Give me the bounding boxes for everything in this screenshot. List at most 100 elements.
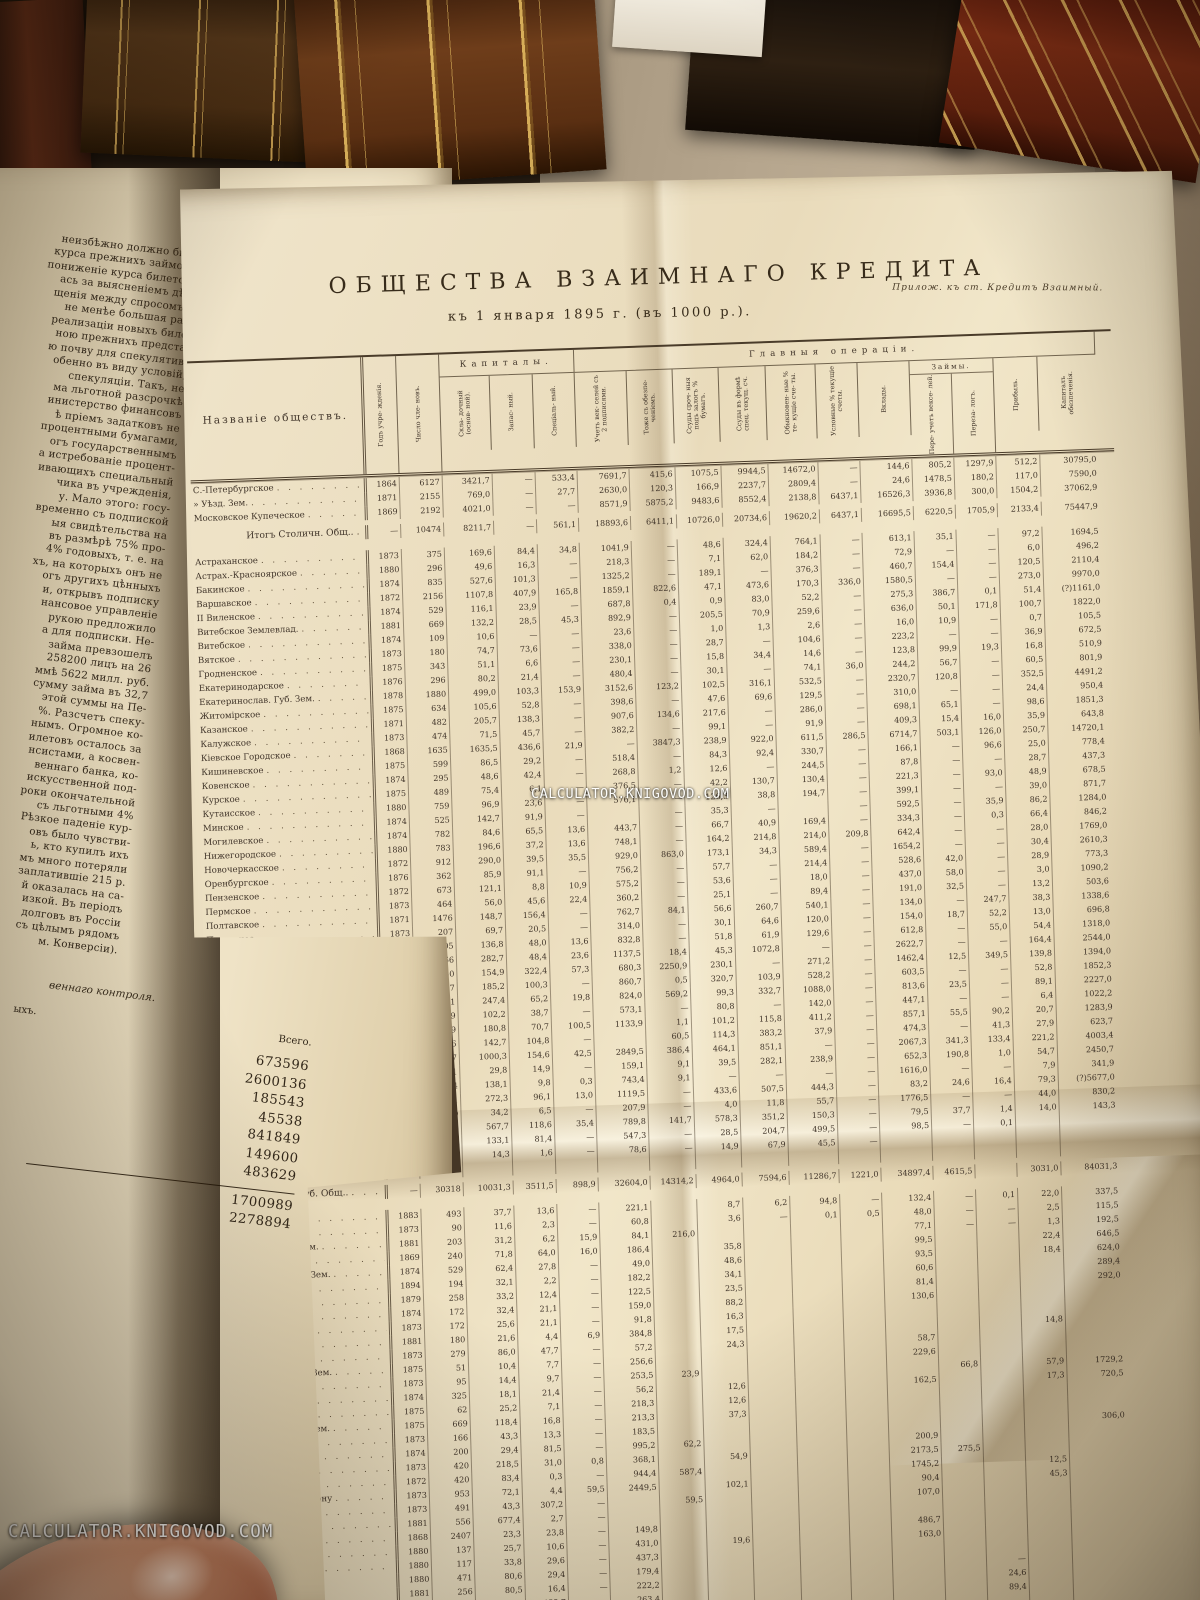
value-cell: — bbox=[568, 1552, 610, 1567]
value-cell: 13,3 bbox=[521, 1428, 564, 1443]
value-cell: 34,8 bbox=[538, 543, 580, 558]
value-cell: — bbox=[552, 1032, 594, 1047]
value-cell: 38,7 bbox=[508, 1006, 551, 1021]
value-cell: — bbox=[563, 1398, 605, 1413]
col-header-year: Годъ учре- жденія. bbox=[363, 356, 399, 474]
value-cell: 22,0 bbox=[1018, 1186, 1062, 1202]
value-cell bbox=[978, 1258, 1020, 1273]
value-cell bbox=[598, 1157, 650, 1173]
value-cell bbox=[938, 1315, 980, 1330]
value-cell bbox=[845, 1346, 887, 1361]
value-cell: — bbox=[548, 907, 590, 922]
value-cell: 23,8 bbox=[524, 1526, 567, 1541]
value-cell: 93,0 bbox=[963, 766, 1005, 781]
value-cell: 474 bbox=[407, 729, 450, 744]
value-cell: — bbox=[553, 1060, 595, 1075]
value-cell: 782 bbox=[410, 827, 453, 842]
value-cell: — bbox=[833, 939, 875, 954]
value-cell bbox=[940, 1399, 982, 1414]
value-cell bbox=[944, 1525, 986, 1540]
value-cell: 180 bbox=[405, 645, 448, 660]
value-cell bbox=[848, 1444, 890, 1459]
value-cell: 29,6 bbox=[525, 1554, 568, 1569]
value-cell: — bbox=[832, 925, 874, 940]
col-header-special-current: Ссуды въ формѣ спец. текущ. сч. bbox=[719, 366, 768, 442]
value-cell: 1635 bbox=[408, 743, 451, 758]
value-cell: 1874 bbox=[371, 633, 404, 648]
value-cell: 503,1 bbox=[920, 725, 962, 740]
value-cell bbox=[841, 1234, 883, 1249]
foldout-table-page: Прилож. къ ст. Кредитъ Взаимный. ОБЩЕСТВ… bbox=[166, 154, 1200, 1600]
value-cell: 407,9 bbox=[496, 586, 539, 601]
value-cell: 9,7 bbox=[519, 1372, 562, 1387]
value-cell: 15,4 bbox=[920, 711, 962, 726]
value-cell: 118,6 bbox=[512, 1118, 555, 1133]
value-cell: 386,7 bbox=[916, 585, 958, 600]
value-cell: — bbox=[823, 603, 865, 618]
value-cell: 247,7 bbox=[967, 892, 1009, 907]
value-cell: 1871 bbox=[367, 491, 400, 506]
value-cell: 341,3 bbox=[929, 1033, 971, 1048]
value-cell: 28,5 bbox=[497, 614, 540, 629]
value-cell: — bbox=[928, 991, 970, 1006]
value-cell bbox=[941, 1413, 983, 1428]
value-cell: 19620,2 bbox=[770, 509, 820, 525]
value-cell bbox=[983, 1426, 1025, 1441]
value-cell: 203 bbox=[422, 1235, 465, 1250]
value-cell: — bbox=[987, 1552, 1029, 1567]
value-cell: — bbox=[538, 571, 580, 586]
value-cell: 101,3 bbox=[496, 572, 539, 587]
value-cell bbox=[848, 1458, 890, 1473]
value-cell: — bbox=[563, 1384, 605, 1399]
value-cell bbox=[986, 1524, 1028, 1539]
value-cell: 1872 bbox=[378, 857, 411, 872]
value-cell bbox=[850, 1528, 892, 1543]
value-cell bbox=[663, 1591, 709, 1600]
value-cell: 18,7 bbox=[926, 907, 968, 922]
value-cell: 200 bbox=[428, 1445, 471, 1460]
value-cell: — bbox=[560, 1286, 602, 1301]
value-cell: 529 bbox=[403, 603, 446, 618]
value-cell: 1,3 bbox=[1019, 1214, 1063, 1230]
value-cell bbox=[1022, 1326, 1066, 1342]
value-cell: 1504,2 bbox=[997, 483, 1041, 499]
value-cell: — bbox=[547, 865, 589, 880]
value-cell: 455,7 bbox=[526, 1596, 569, 1600]
value-cell: 533,4 bbox=[536, 471, 578, 486]
value-cell: 529 bbox=[423, 1263, 466, 1278]
value-cell: 75447,9 bbox=[1064, 501, 1098, 512]
value-cell: 1,6 bbox=[513, 1146, 556, 1161]
value-cell: — bbox=[565, 1468, 607, 1483]
value-cell: — bbox=[822, 589, 864, 604]
value-cell: — bbox=[541, 669, 583, 684]
value-cell: 54,7 bbox=[1014, 1044, 1058, 1060]
col-header-ordinary-current: Обыкновен- ные % те- кущіе сче- ты. bbox=[765, 364, 817, 440]
value-cell bbox=[894, 1597, 946, 1600]
value-cell: 362 bbox=[411, 869, 454, 884]
value-cell: 55,5 bbox=[929, 1005, 971, 1020]
value-cell: 669 bbox=[404, 617, 447, 632]
value-cell: — bbox=[542, 697, 584, 712]
value-cell: 52,8 bbox=[1011, 960, 1055, 976]
value-cell: — bbox=[566, 1510, 608, 1525]
value-cell bbox=[709, 1589, 755, 1600]
value-cell: 6127 bbox=[400, 475, 443, 490]
value-cell: 1872 bbox=[379, 885, 412, 900]
value-cell bbox=[975, 1163, 1017, 1178]
value-cell: — bbox=[968, 934, 1010, 949]
value-cell: 0,7 bbox=[1001, 610, 1045, 626]
value-cell: — bbox=[567, 1538, 609, 1553]
value-cell: 1880 bbox=[377, 843, 410, 858]
value-cell bbox=[1021, 1284, 1065, 1300]
value-cell: 31,0 bbox=[522, 1456, 565, 1471]
value-cell: — bbox=[833, 953, 875, 968]
value-cell: 1297,9 bbox=[954, 456, 996, 471]
value-cell: 2156 bbox=[403, 589, 446, 604]
value-cell: 62 bbox=[427, 1403, 470, 1418]
value-cell: — bbox=[821, 533, 863, 548]
value-cell bbox=[978, 1244, 1020, 1259]
page-subtitle: къ 1 января 1895 г. (въ 1000 р.). bbox=[447, 304, 752, 325]
value-cell: 420 bbox=[429, 1459, 472, 1474]
value-cell: 2138,8 bbox=[769, 490, 819, 506]
value-cell: — bbox=[551, 1004, 593, 1019]
